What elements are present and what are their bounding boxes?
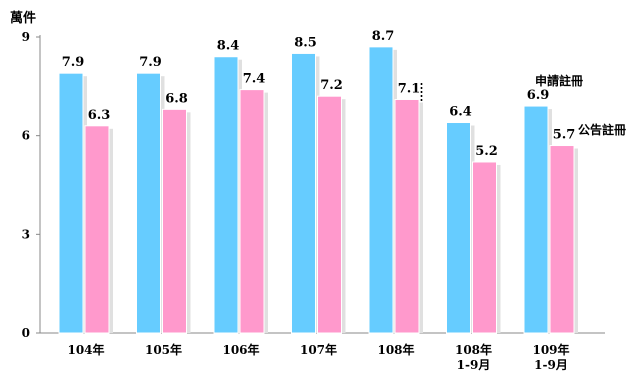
bar-application: [58, 72, 84, 334]
bar-registration: [317, 95, 342, 334]
bar-application: [446, 122, 471, 334]
x-tick-label: 107年: [300, 342, 337, 357]
data-label: 8.4: [217, 39, 240, 54]
bar-registration: [472, 161, 497, 334]
data-label: 8.5: [294, 35, 317, 50]
x-tick-label: 108年: [455, 342, 492, 357]
x-tick-label: 109年: [532, 342, 569, 357]
data-label: 7.9: [139, 55, 162, 70]
data-label: 6.3: [88, 108, 111, 123]
data-label: 5.2: [475, 144, 498, 159]
y-tick-label: 0: [22, 326, 30, 340]
bar-application: [291, 52, 316, 334]
x-tick-label: 108年: [377, 342, 414, 357]
y-tick-label: 3: [22, 227, 30, 241]
bar-application: [523, 105, 549, 334]
bar-registration: [549, 145, 575, 334]
data-label: 6.9: [527, 88, 550, 103]
data-label: 7.1: [398, 81, 421, 96]
data-label: 7.9: [62, 55, 85, 70]
series-label-registration: 公告註冊: [578, 122, 626, 137]
x-tick-label: 1-9月: [534, 358, 568, 372]
data-label: 6.8: [165, 91, 188, 106]
unit-label: 萬件: [10, 10, 36, 26]
y-tick-label: 9: [22, 30, 30, 44]
data-label: 7.2: [320, 78, 343, 93]
x-tick-label: 104年: [67, 342, 104, 357]
data-label: 6.4: [449, 105, 472, 120]
x-tick-label: 106年: [222, 342, 259, 357]
series-label-application: 申請註冊: [535, 73, 583, 88]
bar-registration: [84, 125, 110, 334]
x-tick-label: 1-9月: [457, 358, 491, 372]
bar-application: [136, 72, 161, 334]
bar-registration: [394, 98, 420, 334]
bar-application: [368, 46, 394, 334]
data-label: 7.4: [243, 72, 266, 87]
x-tick-label: 105年: [145, 342, 182, 357]
bar-application: [213, 56, 239, 334]
data-label: 8.7: [372, 29, 395, 44]
bar-registration: [162, 108, 187, 334]
y-tick-label: 6: [22, 129, 30, 143]
data-label: 5.7: [553, 128, 576, 143]
bar-registration: [239, 89, 265, 334]
